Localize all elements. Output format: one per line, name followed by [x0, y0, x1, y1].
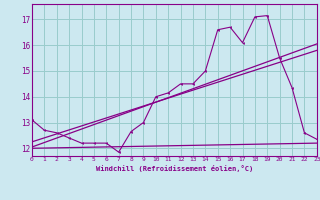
X-axis label: Windchill (Refroidissement éolien,°C): Windchill (Refroidissement éolien,°C)	[96, 165, 253, 172]
